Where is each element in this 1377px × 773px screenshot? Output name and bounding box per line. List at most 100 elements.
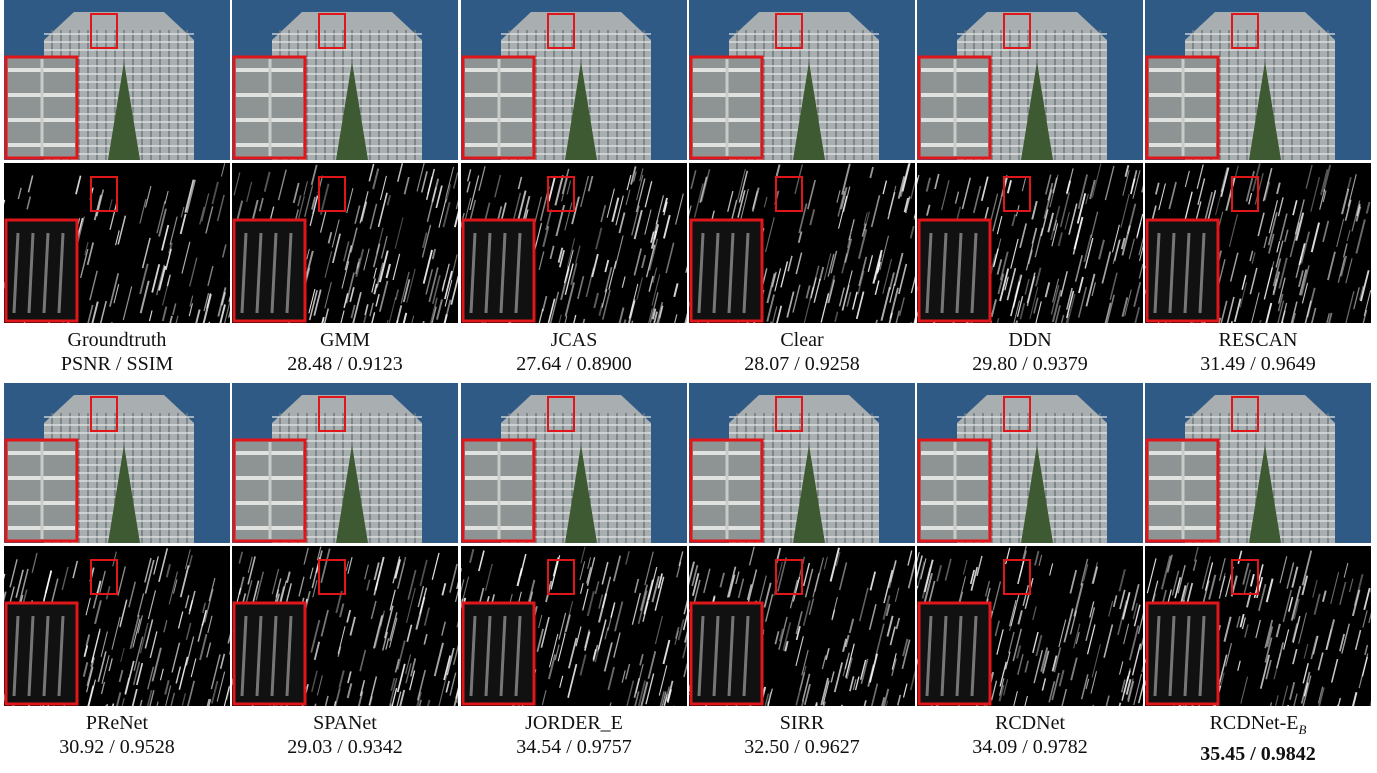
rain-streak (633, 209, 643, 240)
method-label: RESCAN (1145, 328, 1371, 352)
rain-streak (1128, 625, 1140, 661)
rain-streak (431, 275, 441, 304)
rain-streak (648, 238, 659, 271)
rain-streak (445, 166, 455, 199)
rain-streak (1220, 300, 1228, 323)
rain-streak (1368, 612, 1371, 624)
rain-streak (1034, 227, 1044, 258)
rain-streak (1091, 282, 1096, 297)
rain-streak (453, 688, 458, 706)
rain-streak (795, 626, 801, 641)
rain-streak (795, 636, 804, 666)
rain-streak (423, 633, 428, 645)
rain-streak (223, 686, 230, 706)
zoom-box (1003, 559, 1031, 595)
spire (336, 445, 368, 543)
rain-streak (533, 196, 542, 225)
rain-streak (438, 198, 447, 228)
rain-streak (653, 223, 659, 240)
rain-streak (374, 614, 385, 648)
rain-streak (1219, 572, 1226, 593)
rain-streak (1035, 634, 1043, 657)
rain-streak (1290, 585, 1302, 621)
rain-streak (87, 685, 94, 706)
rain-streak (4, 591, 7, 603)
rain-streak (1197, 178, 1206, 205)
rain-streak (869, 571, 877, 591)
rain-streak (373, 267, 377, 279)
rain-streak (378, 250, 389, 283)
rain-streak (1080, 558, 1089, 586)
inset-streak (469, 232, 477, 314)
rain-streak (120, 647, 125, 663)
rain-streak (184, 595, 190, 609)
rain-streak (75, 175, 82, 195)
rain-streak (1310, 176, 1321, 212)
rain-streak (469, 175, 480, 211)
rain-streak (870, 683, 879, 706)
rain-streak (559, 675, 564, 688)
rain-streak (699, 176, 708, 203)
rain-streak (647, 566, 658, 600)
zoom-box (775, 13, 803, 49)
rain-streak (1298, 269, 1308, 296)
rain-streak (691, 564, 699, 587)
rain-streak (784, 640, 789, 652)
rain-streak (1319, 189, 1326, 210)
rain-streak (112, 551, 117, 567)
inset-streak (727, 615, 735, 697)
rain-streak (1016, 645, 1022, 659)
rain-streak (874, 280, 880, 295)
rain-streak (674, 314, 678, 323)
rain-streak (1283, 629, 1290, 650)
rain-streak (1017, 560, 1025, 585)
rain-streak (370, 600, 377, 620)
building (1185, 395, 1335, 543)
rain-streak (920, 558, 927, 580)
rain-streak (858, 229, 868, 259)
rain-streak (153, 556, 159, 575)
rain-streak (1032, 631, 1039, 654)
rain-streak (105, 585, 111, 600)
rain-streak (895, 617, 901, 630)
rain-streak (1073, 583, 1084, 617)
rain-streak (820, 293, 830, 323)
rain-streak (1121, 225, 1131, 256)
building (729, 12, 879, 160)
inset-streak (42, 615, 50, 697)
rain-streak (917, 174, 920, 186)
rain-streak (199, 206, 205, 225)
rain-streak (1124, 289, 1132, 317)
rain-streak (547, 654, 557, 680)
rain-streak (1138, 236, 1143, 256)
rain-streak (888, 272, 895, 290)
rain-streak (97, 651, 107, 682)
rain-streak (165, 685, 172, 706)
inset-streak (1198, 615, 1206, 697)
rain-streak (662, 639, 671, 665)
rain-streak (407, 569, 417, 600)
rain-streak (1010, 281, 1021, 317)
rain-streak (917, 561, 925, 589)
rain-streak (1192, 559, 1198, 572)
rain-streak (1022, 584, 1029, 607)
rain-streak (310, 164, 318, 186)
rain-streak (1167, 589, 1172, 604)
rain-streak (838, 287, 845, 307)
rain-streak (206, 292, 212, 309)
rain-streak (587, 175, 594, 192)
rain-streak (795, 671, 806, 706)
rain-streak (598, 594, 604, 609)
rain-streak (842, 638, 848, 653)
rain-streak (1282, 589, 1293, 623)
rain-streak (691, 573, 700, 596)
inset-streak (742, 615, 750, 697)
inset-streak (484, 232, 492, 314)
rain-streak (1050, 285, 1060, 315)
rain-streak (1369, 700, 1371, 706)
rain-streak (782, 622, 792, 651)
rain-streak (207, 615, 213, 633)
rain-streak (909, 670, 915, 691)
rain-streak (416, 669, 427, 701)
rain-streak (27, 175, 34, 193)
